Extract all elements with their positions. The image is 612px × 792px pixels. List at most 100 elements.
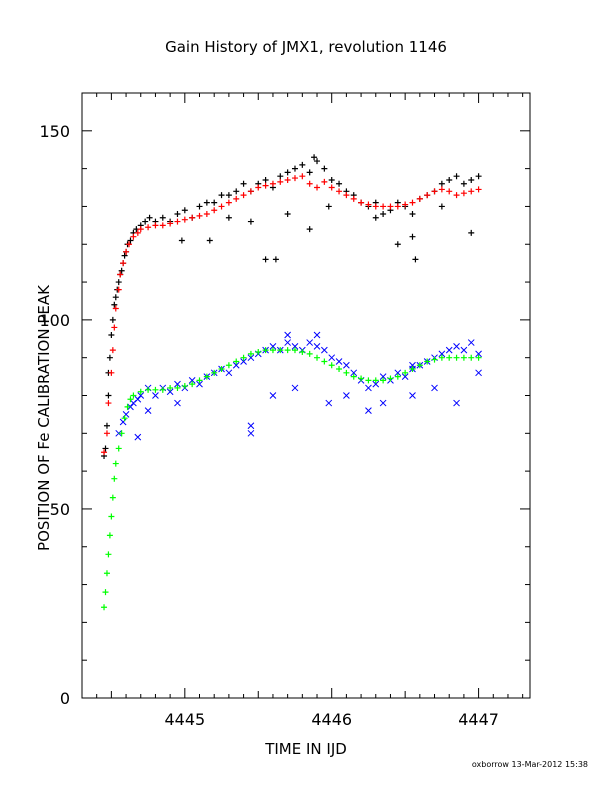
data-point: [159, 222, 166, 229]
series-3: [101, 347, 482, 611]
data-point: [306, 169, 313, 176]
data-point: [130, 233, 137, 240]
data-point: [196, 380, 203, 388]
data-point: [196, 212, 203, 219]
series-1: [101, 173, 482, 456]
data-point: [108, 513, 115, 520]
data-point: [453, 399, 460, 407]
data-point: [284, 169, 291, 176]
data-point: [240, 192, 247, 199]
data-point: [284, 176, 291, 183]
data-point: [111, 301, 118, 308]
data-point: [262, 176, 269, 183]
data-point: [311, 154, 318, 161]
data-point: [291, 342, 299, 350]
data-point: [314, 184, 321, 191]
data-point: [181, 207, 188, 214]
data-point: [372, 380, 380, 388]
data-point: [438, 186, 445, 193]
data-point: [232, 361, 240, 369]
data-point: [325, 399, 333, 407]
data-point: [109, 316, 116, 323]
data-point: [233, 195, 240, 202]
data-point: [115, 445, 122, 452]
data-point: [350, 373, 357, 380]
data-point: [460, 354, 467, 361]
data-point: [306, 339, 314, 346]
data-point: [127, 237, 134, 244]
data-point: [124, 403, 131, 410]
data-point: [108, 332, 115, 338]
data-point: [277, 173, 284, 180]
data-point: [424, 192, 431, 199]
series-2: [115, 331, 482, 441]
data-point: [247, 429, 255, 437]
data-point: [328, 354, 336, 362]
data-point: [144, 407, 152, 414]
data-point: [262, 347, 269, 354]
data-point: [313, 331, 321, 339]
data-point: [126, 241, 133, 248]
data-point: [142, 218, 149, 225]
data-point: [409, 211, 416, 217]
data-point: [121, 415, 128, 422]
data-point: [112, 305, 119, 312]
data-point: [105, 551, 112, 558]
data-point: [336, 188, 343, 195]
data-point: [181, 216, 188, 223]
data-point: [445, 346, 453, 354]
data-point: [306, 180, 313, 187]
data-point: [103, 430, 110, 437]
x-tick-label: 4446: [311, 710, 352, 729]
data-point: [211, 369, 218, 376]
data-point: [218, 366, 225, 373]
data-point: [137, 392, 145, 399]
axis-ticks: 0 50 100 150 4445 4446 4447: [39, 93, 530, 729]
data-point: [111, 324, 118, 331]
data-point: [240, 358, 247, 365]
data-point: [328, 176, 335, 183]
data-point: [336, 366, 343, 373]
data-point: [416, 195, 423, 202]
data-point: [120, 260, 127, 267]
data-point: [336, 180, 343, 187]
data-point: [394, 241, 401, 248]
data-point: [314, 158, 321, 165]
data-point: [196, 377, 203, 384]
x-axis-label: TIME IN IJD: [265, 740, 347, 758]
data-point: [343, 369, 350, 376]
data-point: [277, 347, 284, 354]
data-point: [118, 430, 125, 437]
data-point: [460, 190, 467, 197]
data-point: [196, 203, 203, 210]
data-point: [134, 433, 142, 441]
data-point: [101, 449, 108, 456]
data-point: [468, 229, 475, 236]
data-point: [409, 199, 416, 206]
data-point: [313, 342, 321, 350]
data-point: [453, 192, 460, 199]
data-point: [284, 339, 291, 346]
x-tick-label: 4445: [164, 710, 205, 729]
data-point: [118, 267, 125, 274]
data-point: [372, 203, 379, 210]
series-0: [101, 154, 482, 459]
data-point: [475, 173, 482, 180]
data-point: [247, 188, 254, 195]
data-point: [115, 279, 122, 286]
data-point: [409, 392, 416, 399]
data-point: [189, 214, 196, 221]
data-point: [152, 222, 159, 229]
data-point: [401, 373, 409, 380]
data-point: [365, 407, 372, 414]
data-point: [255, 184, 262, 191]
data-point: [350, 195, 357, 202]
data-point: [102, 445, 109, 452]
data-point: [284, 211, 291, 217]
data-point: [306, 350, 313, 357]
data-point: [431, 384, 438, 392]
data-point: [328, 362, 335, 369]
data-point: [225, 362, 232, 369]
data-point: [343, 392, 350, 399]
